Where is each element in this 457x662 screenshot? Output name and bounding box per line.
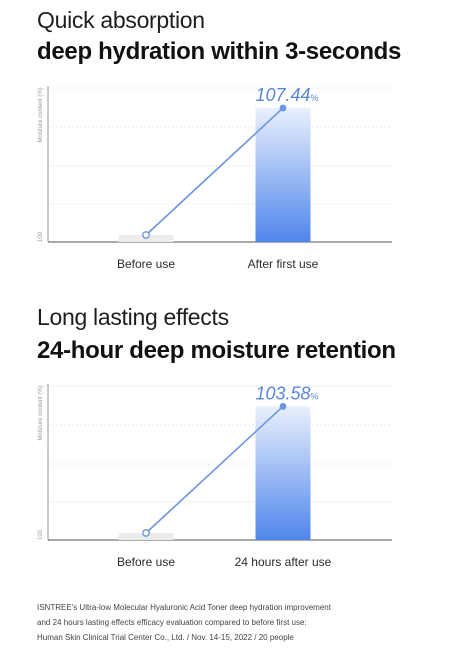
bar-2 — [255, 406, 311, 540]
footnote-line-3: Human Skin Clinical Trial Center Co., Lt… — [37, 633, 294, 642]
bar-2 — [255, 108, 311, 242]
category-label: After first use — [248, 257, 319, 271]
footnote: ISNTREE's Ultra-low Molecular Hyaluronic… — [37, 600, 331, 645]
category-label: Before use — [117, 555, 175, 569]
value-number: 103.58 — [255, 383, 310, 403]
y-tick-label: 100 — [38, 231, 44, 242]
value-unit: % — [311, 93, 319, 103]
value-label: 107.44% — [255, 85, 318, 105]
y-axis-label: Moisture content (%) — [38, 385, 44, 440]
chart-2-title: 24-hour deep moisture retention — [37, 337, 396, 364]
trend-line — [145, 107, 284, 236]
chart-1-subtitle: Quick absorption — [37, 7, 205, 33]
value-number: 107.44 — [255, 85, 310, 105]
point-before — [142, 529, 150, 537]
point-after — [279, 104, 287, 112]
chart-2: Moisture content (%) 100 Before use 24 hour… — [38, 383, 392, 569]
category-label: Before use — [117, 257, 175, 271]
chart-1-title: deep hydration within 3-seconds — [37, 38, 402, 65]
y-axis-label: Moisture content (%) — [38, 87, 44, 142]
point-after — [279, 403, 287, 410]
footnote-line-2: and 24 hours lasting effects efficacy ev… — [37, 618, 307, 627]
value-unit: % — [311, 391, 319, 401]
trend-line — [145, 405, 284, 534]
footnote-line-1: ISNTREE's Ultra-low Molecular Hyaluronic… — [37, 603, 331, 612]
point-before — [142, 231, 150, 239]
y-tick-label: 100 — [38, 529, 44, 540]
chart-2-subtitle: Long lasting effects — [37, 304, 229, 330]
category-label: 24 hours after use — [235, 555, 332, 569]
chart-1: Moisture content (%) 100 Before use After f… — [38, 85, 392, 271]
value-label: 103.58% — [255, 383, 318, 403]
